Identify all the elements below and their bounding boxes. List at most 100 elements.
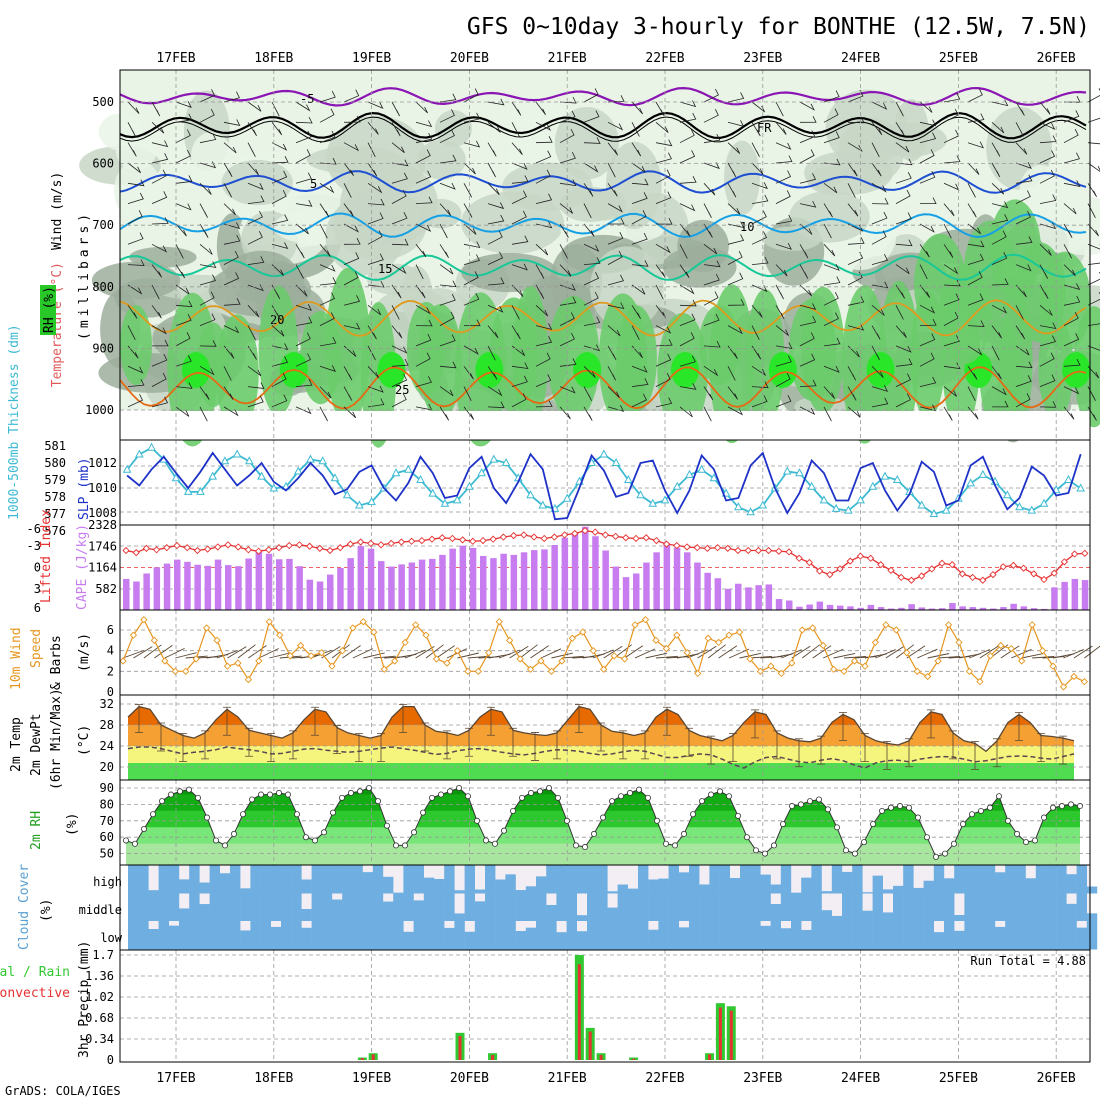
cloud-low-bar (984, 921, 996, 950)
wind-barb (751, 162, 764, 175)
convective-precip-bar (458, 1035, 462, 1060)
rh2m-marker (302, 834, 309, 841)
cloud-high-bar (964, 865, 975, 894)
wind-barb (895, 122, 905, 137)
wind-barb (1087, 262, 1100, 265)
wind-barb (1015, 210, 1031, 225)
wind-barb (1039, 335, 1056, 347)
wind-barb (991, 183, 1005, 195)
wind-barb (679, 203, 696, 212)
rh2m-marker (212, 837, 219, 844)
temp-label-c: (6hr Min/Max) (49, 688, 64, 790)
wind-barb (415, 149, 431, 164)
rh-shade-area (191, 132, 232, 179)
cloud-middle-bar (587, 893, 598, 921)
temp-band-mid (128, 725, 1074, 746)
rh2m-marker (951, 840, 958, 847)
cloud-low-bar (587, 921, 598, 950)
wind-barb (919, 333, 936, 347)
wind-barb (559, 203, 574, 214)
cape-bar (408, 562, 416, 610)
minmax-whisker (641, 730, 649, 760)
precip-axis: 1.71.361.020.680.340 (85, 948, 114, 1067)
wind-speed-marker (1038, 647, 1047, 655)
wind-label-b: Speed (29, 629, 44, 668)
lifted-index-marker (642, 534, 650, 542)
wind-barb (583, 88, 599, 103)
lifted-index-marker (1050, 569, 1058, 577)
wind-barb (1039, 352, 1055, 367)
wind-speed-marker (913, 667, 921, 675)
lifted-index-marker (173, 541, 181, 550)
cloud-low-bar (678, 927, 690, 950)
wind-barb (1063, 223, 1073, 239)
wind-barb (247, 142, 256, 157)
cloud-middle-bar (250, 893, 261, 921)
wind-barb (607, 302, 625, 310)
wind-barb (631, 142, 642, 157)
wind-barb (775, 325, 789, 336)
wind-barb (847, 345, 860, 358)
surface-wind-barb (509, 645, 529, 659)
cape-bar (714, 578, 722, 610)
wind-speed-marker (861, 662, 869, 670)
wind-barb (559, 406, 571, 420)
wind-barb (223, 142, 237, 154)
wind-barb (463, 345, 479, 355)
wind-barb (439, 109, 455, 123)
cape-bar (561, 537, 569, 610)
wind-barb (343, 142, 360, 152)
minmax-whisker (201, 730, 209, 760)
wind-barb (1063, 152, 1080, 164)
axis-tick-label: 580 (44, 456, 66, 470)
wind-barb (895, 212, 912, 225)
axis-tick-label: 1012 (88, 456, 117, 470)
wind-barb (608, 217, 625, 225)
cape-bar (816, 601, 824, 610)
wind-barb (895, 101, 904, 117)
cloud-high-bar (270, 865, 282, 894)
precip-panel: 1.71.361.020.680.340 Run Total = 4.88 To… (0, 941, 1091, 1067)
wind-barb (439, 293, 456, 306)
cape-bar (704, 572, 711, 610)
wind-barb (247, 195, 265, 204)
surface-wind-barb (373, 655, 396, 659)
cloud-high-bar (729, 878, 741, 894)
wind-barb (199, 386, 210, 400)
wind-barb (175, 175, 193, 184)
cloud-middle-bar (750, 893, 761, 921)
cloud-low-bar (882, 921, 894, 950)
cloud-middle-bar (617, 893, 628, 921)
wind-barb (343, 252, 360, 265)
top-date-label: 26FEB (1037, 51, 1076, 66)
cape-bar (418, 559, 426, 610)
cloud-low-bar (383, 921, 394, 950)
rh2m-marker (140, 826, 147, 833)
cloud-low-bar (893, 921, 904, 950)
cloud-middle-bar (138, 893, 149, 921)
lifted-index-marker (295, 541, 304, 549)
cape-bar (745, 587, 752, 610)
lifted-index-marker (764, 546, 773, 555)
wind-barb (895, 393, 911, 408)
lifted-index-marker (183, 544, 191, 552)
rh2m-marker (519, 794, 526, 801)
wind-speed-marker (788, 659, 796, 667)
precip-label-a: Total / Rain (0, 965, 70, 980)
wind-barb (1063, 244, 1073, 259)
wind-speed-marker (631, 621, 639, 629)
cape-bar (1030, 608, 1038, 610)
wind-barb (247, 101, 262, 112)
wind-barb (703, 273, 720, 286)
wind-barb (991, 201, 1009, 209)
lifted-index-marker (234, 543, 242, 551)
rh2m-marker (537, 788, 544, 795)
thickness-axis-label: 1000-500mb Thickness (dm) (7, 324, 22, 520)
cloud-low-bar (791, 921, 802, 950)
rh2m-marker (500, 827, 507, 834)
wind-barb (463, 293, 480, 306)
cloud-middle-bar (536, 893, 547, 921)
wind-barb (463, 88, 479, 103)
cape-bar (969, 607, 977, 610)
